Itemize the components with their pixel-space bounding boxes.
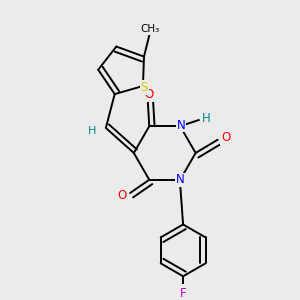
Text: N: N xyxy=(177,118,186,131)
Text: N: N xyxy=(176,173,184,186)
Text: O: O xyxy=(145,88,154,101)
Text: O: O xyxy=(221,131,230,144)
Text: H: H xyxy=(201,112,210,125)
Text: F: F xyxy=(180,287,186,300)
Text: H: H xyxy=(88,126,96,136)
Text: O: O xyxy=(118,189,127,202)
Text: S: S xyxy=(141,81,148,94)
Text: CH₃: CH₃ xyxy=(141,24,160,34)
